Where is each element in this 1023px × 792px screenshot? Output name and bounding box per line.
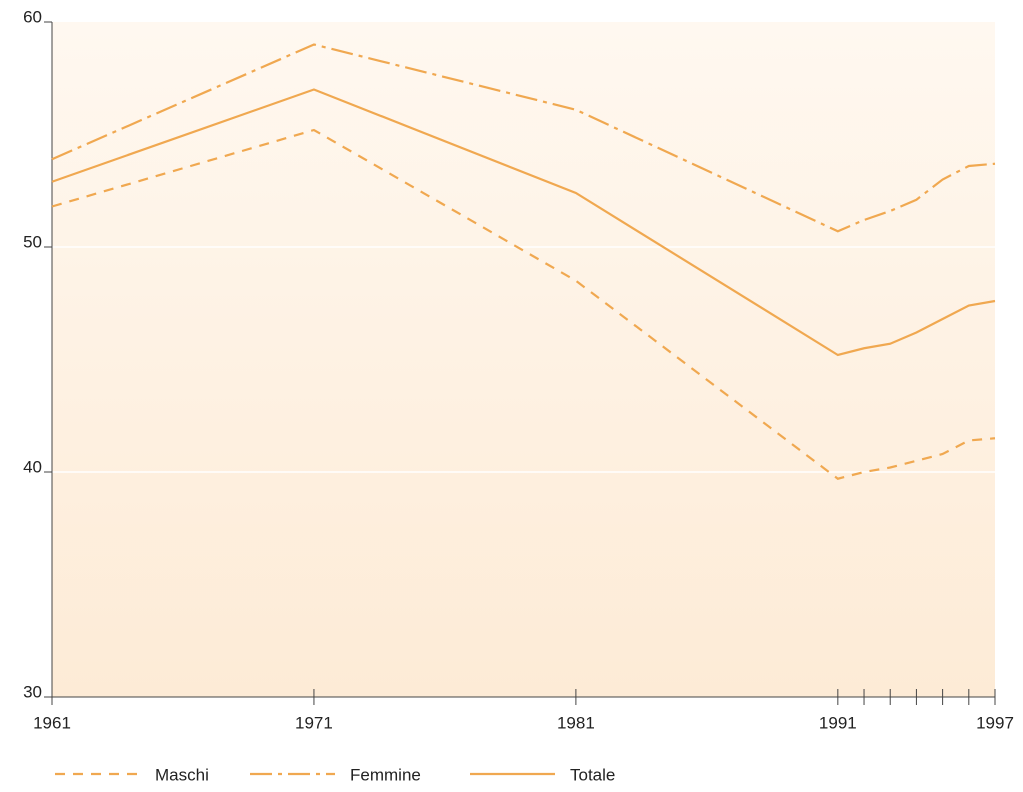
x-tick-label: 1991: [819, 713, 857, 732]
line: [51, 88, 996, 357]
plot-background: [52, 22, 995, 697]
line: [51, 43, 996, 233]
y-tick-label: 40: [23, 457, 42, 476]
x-tick-label: 1961: [33, 713, 71, 732]
y-tick-label: 60: [23, 7, 42, 26]
x-tick-label: 1997: [976, 713, 1014, 732]
x-tick-label: 1981: [557, 713, 595, 732]
legend-label: Totale: [570, 765, 615, 784]
y-tick-label: 30: [23, 682, 42, 701]
y-tick-label: 50: [23, 232, 42, 251]
line: [51, 128, 996, 480]
legend-label: Femmine: [350, 765, 421, 784]
x-tick-label: 1971: [295, 713, 333, 732]
legend-label: Maschi: [155, 765, 209, 784]
